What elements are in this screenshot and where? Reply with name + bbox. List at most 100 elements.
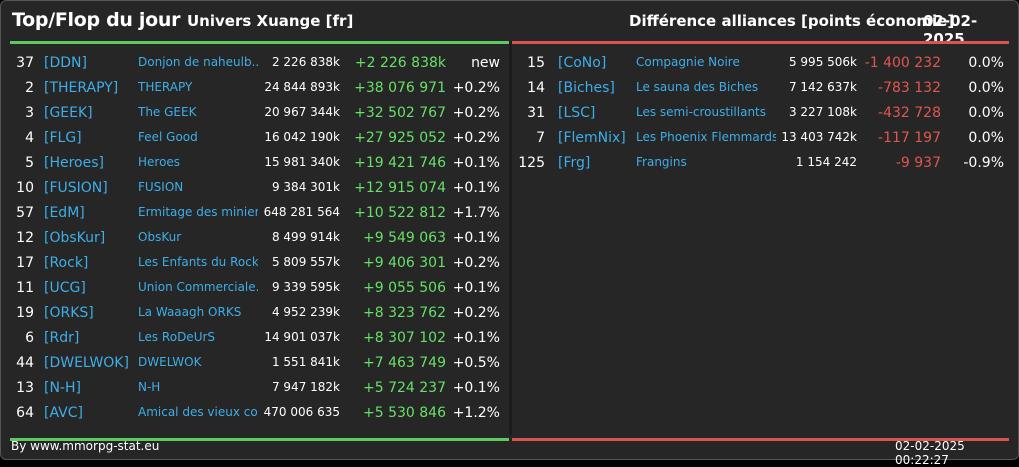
flop-row: 7 [FlemNix] Les Phoenix Flemmards 13 403 74… [512, 126, 1009, 151]
points-delta: -9 937 [895, 155, 941, 171]
alliance-name-link[interactable]: Heroes [138, 155, 181, 169]
alliance-name-link[interactable]: Les RoDeUrS [138, 330, 216, 344]
alliance-name-link[interactable]: Union Commerciale... [138, 280, 258, 294]
alliance-name-link[interactable]: ObsKur [138, 230, 182, 244]
alliance-tag-link[interactable]: [DDN] [44, 55, 87, 71]
top-row: 10 [FUSION] FUSION 9 384 301k +12 915 074 +0.… [10, 176, 509, 201]
points: 5 995 506k [788, 55, 857, 69]
percent-change: +0.2% [452, 80, 500, 96]
category-label: Différence alliances [points économie] [629, 12, 955, 30]
alliance-name-link[interactable]: Frangins [636, 155, 687, 169]
alliance-tag-link[interactable]: [Heroes] [44, 155, 104, 171]
alliance-tag-link[interactable]: [CoNo] [558, 55, 607, 71]
alliance-tag-link[interactable]: [Biches] [558, 80, 615, 96]
points-delta: +9 406 301 [363, 255, 446, 271]
percent-change: +0.1% [452, 230, 500, 246]
percent-change: -0.9% [963, 155, 1004, 171]
universe-label: Univers Xuange [fr] [187, 12, 354, 30]
alliance-tag-link[interactable]: [Rdr] [44, 330, 80, 346]
percent-change: +0.2% [452, 105, 500, 121]
percent-change: +0.1% [452, 380, 500, 396]
rank: 12 [16, 230, 34, 246]
points-delta: +10 522 812 [354, 205, 446, 221]
rank: 5 [25, 155, 34, 171]
percent-change: +0.1% [452, 180, 500, 196]
flop-row: 15 [CoNo] Compagnie Noire 5 995 506k -1 400 … [512, 51, 1009, 76]
alliance-tag-link[interactable]: [AVC] [44, 405, 83, 421]
alliance-name-link[interactable]: N-H [138, 380, 161, 394]
percent-change: +0.1% [452, 155, 500, 171]
alliance-name-link[interactable]: The GEEK [138, 105, 197, 119]
alliance-tag-link[interactable]: [UCG] [44, 280, 86, 296]
points: 648 281 564 [263, 205, 340, 219]
points: 4 952 239k [271, 305, 340, 319]
flop-row: 125 [Frg] Frangins 1 154 242 -9 937 -0.9% [512, 151, 1009, 176]
header: Top/Flop du jour Univers Xuange [fr] Dif… [1, 1, 1018, 48]
alliance-name-link[interactable]: Feel Good [138, 130, 198, 144]
percent-change: 0.0% [968, 55, 1004, 71]
top-row: 44 [DWELWOK] DWELWOK 1 551 841k +7 463 749 +0… [10, 351, 509, 376]
alliance-name-link[interactable]: Amical des vieux con [138, 405, 258, 419]
alliance-name-link[interactable]: La Waaagh ORKS [138, 305, 242, 319]
rank: 64 [16, 405, 34, 421]
points: 7 947 182k [271, 380, 340, 394]
rank: 57 [16, 205, 34, 221]
percent-change: +1.7% [452, 205, 500, 221]
rank: 2 [25, 80, 34, 96]
alliance-tag-link[interactable]: [THERAPY] [44, 80, 119, 96]
top-row: 12 [ObsKur] ObsKur 8 499 914k +9 549 063 +0.1… [10, 226, 509, 251]
alliance-tag-link[interactable]: [N-H] [44, 380, 81, 396]
alliance-name-link[interactable]: Compagnie Noire [636, 55, 740, 69]
top-row: 11 [UCG] Union Commerciale... 9 339 595k +9 … [10, 276, 509, 301]
alliance-tag-link[interactable]: [EdM] [44, 205, 85, 221]
rank: 4 [25, 130, 34, 146]
points: 8 499 914k [271, 230, 340, 244]
alliance-tag-link[interactable]: [LSC] [558, 105, 596, 121]
points-delta: +38 076 971 [354, 80, 446, 96]
percent-change: +0.2% [452, 255, 500, 271]
alliance-tag-link[interactable]: [FLG] [44, 130, 82, 146]
rank: 37 [16, 55, 34, 71]
points-delta: -117 197 [878, 130, 941, 146]
points: 24 844 893k [264, 80, 340, 94]
alliance-tag-link[interactable]: [ORKS] [44, 305, 94, 321]
rank: 17 [16, 255, 34, 271]
flop-panel: 15 [CoNo] Compagnie Noire 5 995 506k -1 400 … [512, 41, 1009, 441]
points-delta: +19 421 746 [354, 155, 446, 171]
alliance-name-link[interactable]: Les Phoenix Flemmards [636, 130, 776, 144]
points-delta: +9 549 063 [363, 230, 446, 246]
alliance-name-link[interactable]: FUSION [138, 180, 184, 194]
rank: 31 [527, 105, 545, 121]
alliance-tag-link[interactable]: [DWELWOK] [44, 355, 129, 371]
alliance-name-link[interactable]: THERAPY [138, 80, 193, 94]
alliance-tag-link[interactable]: [FUSION] [44, 180, 108, 196]
flop-row: 31 [LSC] Les semi-croustillants 3 227 108k -… [512, 101, 1009, 126]
alliance-tag-link[interactable]: [ObsKur] [44, 230, 106, 246]
top-row: 3 [GEEK] The GEEK 20 967 344k +32 502 767 +0.… [10, 101, 509, 126]
alliance-tag-link[interactable]: [Rock] [44, 255, 89, 271]
rank: 11 [16, 280, 34, 296]
alliance-name-link[interactable]: Les semi-croustillants [636, 105, 767, 119]
percent-change: +0.5% [452, 355, 500, 371]
alliance-tag-link[interactable]: [FlemNix] [558, 130, 626, 146]
alliance-name-link[interactable]: DWELWOK [138, 355, 202, 369]
percent-change: +0.2% [452, 130, 500, 146]
rank: 15 [527, 55, 545, 71]
alliance-name-link[interactable]: Ermitage des miniers [138, 205, 258, 219]
points-delta: +8 307 102 [363, 330, 446, 346]
points-delta: -432 728 [878, 105, 941, 121]
top-row: 2 [THERAPY] THERAPY 24 844 893k +38 076 971 +… [10, 76, 509, 101]
alliance-tag-link[interactable]: [Frg] [558, 155, 591, 171]
percent-change: +1.2% [452, 405, 500, 421]
points-delta: +32 502 767 [354, 105, 446, 121]
alliance-name-link[interactable]: Donjon de naheulb... [138, 55, 258, 69]
top-row: 17 [Rock] Les Enfants du Rock 5 809 557k +9 … [10, 251, 509, 276]
top-row: 64 [AVC] Amical des vieux con 470 006 635 +5… [10, 401, 509, 426]
top-panel: 37 [DDN] Donjon de naheulb... 2 226 838k +2 … [10, 41, 509, 441]
alliance-name-link[interactable]: Les Enfants du Rock [138, 255, 258, 269]
rank: 14 [527, 80, 545, 96]
points-delta: +2 226 838k [354, 55, 446, 71]
alliance-tag-link[interactable]: [GEEK] [44, 105, 93, 121]
alliance-name-link[interactable]: Le sauna des Biches [636, 80, 759, 94]
top-row: 57 [EdM] Ermitage des miniers 648 281 564 +1… [10, 201, 509, 226]
